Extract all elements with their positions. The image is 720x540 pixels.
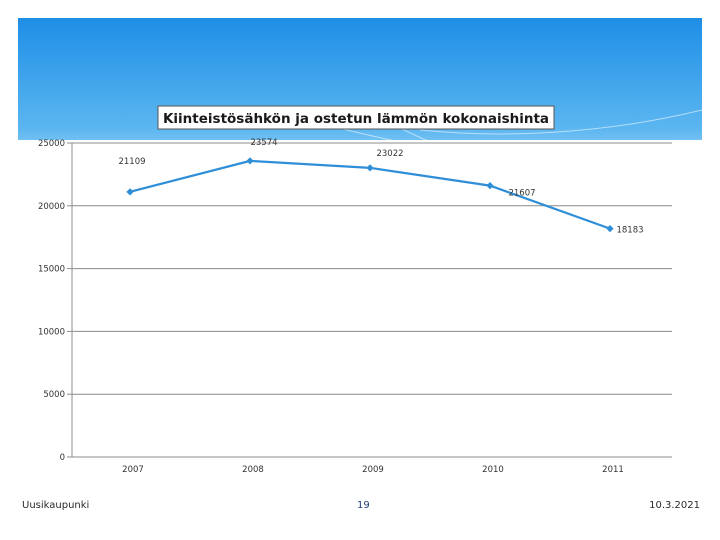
- y-tick-labels: 0 5000 10000 15000 20000 25000: [38, 139, 65, 463]
- y-tick-label: 20000: [38, 202, 65, 212]
- y-tick-label: 5000: [43, 390, 65, 400]
- chart-title: Kiinteistösähkön ja ostetun lämmön kokon…: [163, 111, 549, 127]
- footer-date: 10.3.2021: [649, 500, 700, 511]
- x-tick-labels: 2007 2008 2009 2010 2011: [122, 465, 624, 475]
- y-tick-label: 10000: [38, 327, 65, 337]
- data-point-marker: [126, 188, 134, 196]
- data-point-marker: [366, 164, 374, 172]
- x-tick-label: 2011: [602, 465, 624, 475]
- y-tick-label: 25000: [38, 139, 65, 149]
- title-frame: [157, 105, 555, 130]
- data-label: 23574: [250, 138, 277, 148]
- footer-organization: Uusikaupunki: [22, 500, 90, 511]
- y-tick-label: 0: [60, 453, 65, 463]
- x-tick-label: 2010: [482, 465, 504, 475]
- x-tick-label: 2007: [122, 465, 144, 475]
- data-point-marker: [486, 182, 494, 190]
- footer-page-number: 19: [357, 500, 370, 511]
- x-tick-label: 2008: [242, 465, 264, 475]
- y-tick-label: 15000: [38, 265, 65, 275]
- data-point-marker: [606, 225, 614, 233]
- plot-background: [18, 140, 702, 520]
- x-tick-label: 2009: [362, 465, 384, 475]
- data-label: 21109: [118, 157, 145, 167]
- data-label: 21607: [508, 189, 535, 199]
- gridlines: [72, 142, 672, 395]
- data-points: [126, 157, 614, 233]
- axes: [67, 142, 672, 458]
- chart-title-box: Kiinteistösähkön ja ostetun lämmön kokon…: [157, 105, 555, 130]
- data-labels: 21109 23574 23022 21607 18183: [118, 138, 643, 236]
- data-label: 23022: [376, 149, 403, 159]
- data-point-marker: [246, 157, 254, 165]
- data-label: 18183: [616, 226, 643, 236]
